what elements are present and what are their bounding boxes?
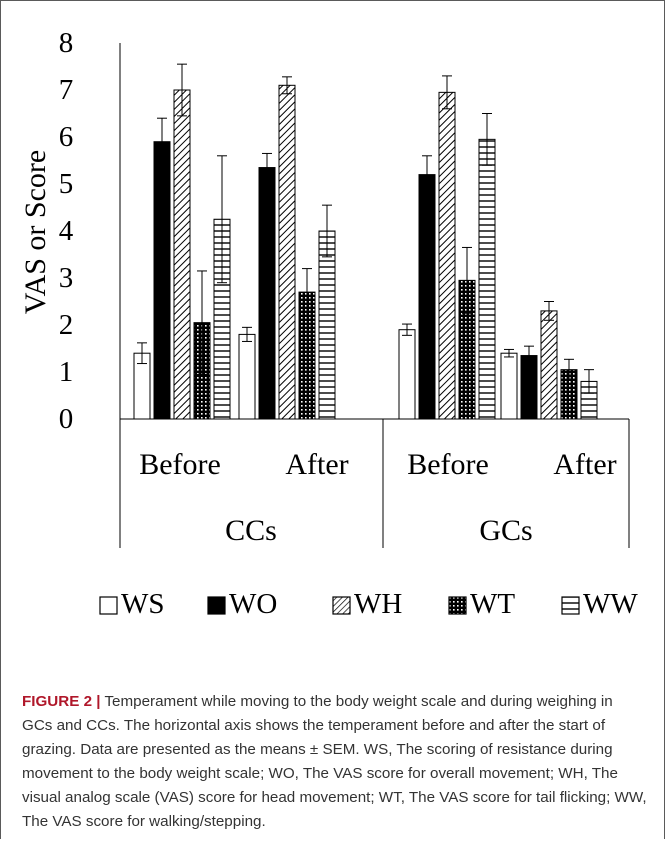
legend-label-ww: WW bbox=[583, 588, 638, 620]
legend-label-wo: WO bbox=[229, 588, 277, 620]
bar-wo bbox=[418, 174, 436, 420]
x-group-label: GCs bbox=[479, 514, 532, 547]
bar-ww bbox=[318, 230, 336, 420]
bar-ws bbox=[398, 329, 416, 420]
legend-swatch-wh bbox=[332, 596, 351, 615]
y-axis-label: VAS or Score bbox=[19, 150, 52, 314]
x-category-label: Before bbox=[407, 448, 489, 481]
x-category-label: After bbox=[553, 448, 616, 481]
y-tick-label: 7 bbox=[59, 74, 74, 106]
legend-swatch-ww bbox=[561, 596, 580, 615]
y-tick-label: 4 bbox=[59, 215, 74, 247]
axis-labels: 0 1 2 3 4 5 6 7 8 VAS or Score Before After Before Af… bbox=[19, 27, 617, 547]
legend-label-wt: WT bbox=[470, 588, 515, 620]
legend-swatch-wt bbox=[448, 596, 467, 615]
y-tick-label: 3 bbox=[59, 262, 74, 294]
bar-ww bbox=[478, 138, 496, 420]
legend-swatch-ws bbox=[99, 596, 118, 615]
caption-text: Temperament while moving to the body wei… bbox=[22, 693, 647, 830]
bar-wh bbox=[438, 91, 456, 420]
y-tick-label: 8 bbox=[59, 27, 74, 59]
x-category-label: After bbox=[285, 448, 348, 481]
legend-swatch-wo bbox=[207, 596, 226, 615]
bar-wh bbox=[540, 310, 558, 420]
legend-label-wh: WH bbox=[354, 588, 402, 620]
bar-chart: 0 1 2 3 4 5 6 7 8 VAS or Score Before After Before Af… bbox=[19, 27, 638, 620]
y-tick-label: 1 bbox=[59, 356, 74, 388]
bar-wh bbox=[173, 89, 191, 420]
bars bbox=[133, 63, 598, 420]
legend: WS WO WH WT WW bbox=[99, 588, 638, 620]
x-category-label: Before bbox=[139, 448, 221, 481]
x-group-label: CCs bbox=[225, 514, 277, 547]
caption-lead: FIGURE 2 | bbox=[22, 693, 101, 710]
bar-wo bbox=[258, 167, 276, 420]
figure-caption: FIGURE 2 | Temperament while moving to t… bbox=[22, 690, 647, 834]
y-tick-label: 5 bbox=[59, 168, 74, 200]
bar-wo bbox=[153, 141, 171, 420]
y-tick-label: 6 bbox=[59, 121, 74, 153]
bar-wh bbox=[278, 84, 296, 420]
bar-ws bbox=[238, 333, 256, 420]
y-tick-label: 2 bbox=[59, 309, 74, 341]
y-tick-label: 0 bbox=[59, 403, 74, 435]
legend-label-ws: WS bbox=[121, 588, 165, 620]
bar-ws bbox=[500, 352, 518, 420]
